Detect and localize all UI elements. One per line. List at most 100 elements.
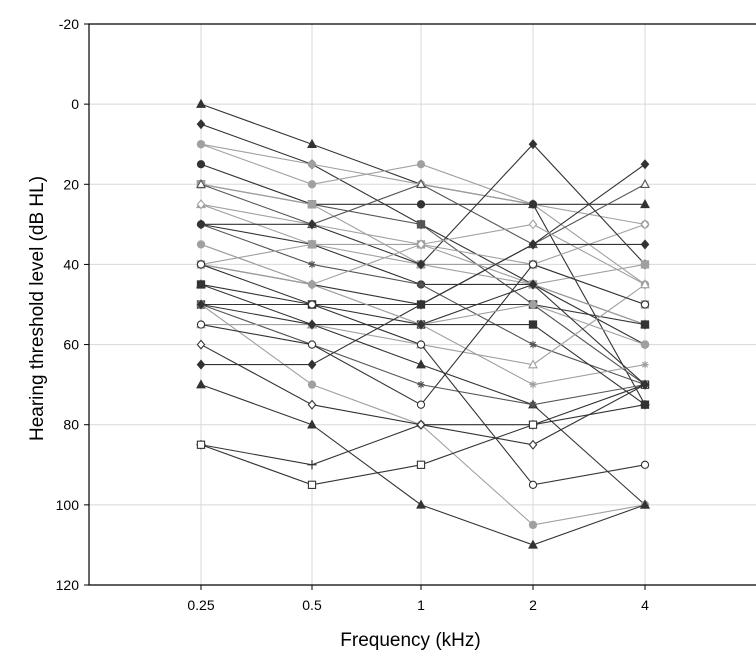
data-point [529,381,537,389]
series-line [200,103,645,205]
data-point [196,160,206,169]
data-point [196,178,206,189]
data-point [640,320,650,329]
series-line [200,203,646,265]
y-tick-label: -20 [59,16,79,32]
data-point [307,200,317,209]
series-28 [196,380,650,489]
series-32 [196,279,650,390]
series-25 [196,239,650,370]
x-axis-title: Frequency (kHz) [340,630,480,651]
data-point [196,379,206,389]
data-point [196,440,206,449]
data-point [528,219,538,230]
y-tick-label: 20 [63,176,79,192]
data-point [196,279,206,289]
data-point [528,139,538,150]
series-line [200,243,646,346]
data-point [640,239,650,250]
data-point [196,140,206,149]
data-point [307,300,317,309]
data-point [640,300,650,309]
series-21 [197,300,649,409]
series-29 [196,339,650,450]
data-point [196,199,206,210]
data-point [196,359,206,370]
series-line [200,344,646,446]
data-point [529,401,537,409]
data-point [196,219,206,230]
data-point [307,219,317,230]
x-tick-label: 4 [641,597,649,613]
x-tick-label: 2 [529,597,537,613]
series-8 [196,178,650,249]
data-point [307,160,317,169]
data-point [528,539,538,549]
data-point [416,419,426,430]
plot-frame [88,23,756,586]
data-point [307,280,317,289]
series-22 [196,300,650,530]
data-point [416,178,426,189]
data-point [640,178,650,189]
y-axis-title: Hearing threshold level (dB HL) [27,176,48,441]
data-point [307,399,317,410]
data-point [528,260,538,269]
data-point [307,460,317,470]
data-point [307,319,317,330]
series-group [196,98,650,549]
data-point [529,340,537,349]
data-point [416,400,426,409]
series-line [200,283,646,506]
y-tick-label: 80 [63,417,79,433]
plot-border [88,23,756,586]
data-point [528,359,538,369]
data-point [528,420,538,429]
data-point [640,400,650,410]
data-point [416,340,426,349]
series-1 [196,98,650,209]
data-point [528,439,538,450]
data-point [640,198,650,209]
series-line [200,283,646,386]
data-point [528,279,538,290]
data-point [307,419,317,429]
series-line [200,223,646,286]
series-26 [196,379,650,549]
series-30 [196,260,650,489]
data-point [307,180,317,189]
data-point [307,380,317,389]
series-line [200,384,646,486]
data-point [196,119,206,130]
y-tick-label: 40 [63,256,79,272]
data-point [416,160,426,169]
data-point [641,361,649,369]
data-point [416,319,426,330]
data-point [307,359,317,370]
data-point [307,138,317,148]
series-line [200,303,646,406]
data-point [196,299,206,310]
data-point [417,381,425,389]
y-tick-label: 120 [56,577,80,593]
data-point [416,299,426,310]
data-point [640,159,650,170]
data-point [416,359,426,369]
data-point [528,239,538,250]
data-point [528,200,538,209]
data-point [307,480,317,489]
y-tick-label: 60 [63,337,79,353]
series-19 [196,279,650,509]
data-point [640,219,650,230]
data-point [416,200,426,209]
data-point [528,320,538,329]
data-point [196,339,206,350]
data-point [196,260,206,269]
x-tick-label: 1 [417,597,425,613]
x-tick-label: 0.25 [187,597,214,613]
data-point [417,280,425,289]
data-point [640,340,650,349]
series-line [200,404,646,466]
